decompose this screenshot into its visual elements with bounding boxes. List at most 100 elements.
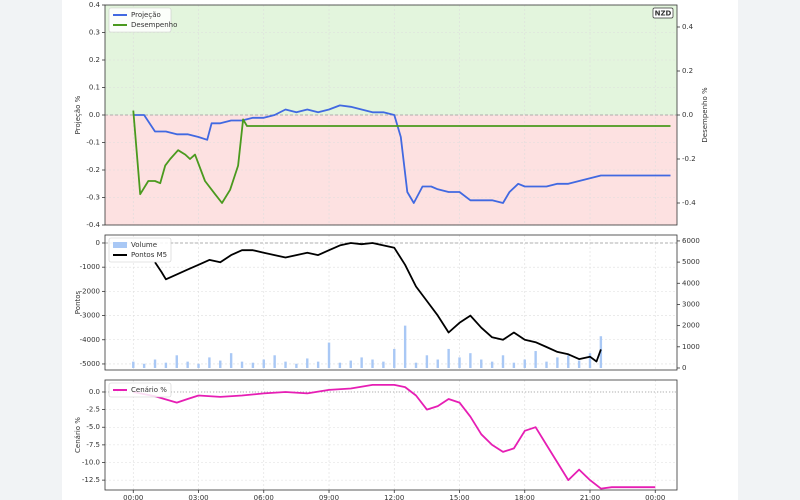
y-tick-label: -10.0 [82, 459, 100, 467]
y-tick-label: -1000 [80, 263, 100, 271]
y-tick-label: 0.0 [89, 388, 100, 396]
volume-bar [414, 362, 418, 368]
volume-bar [360, 357, 363, 368]
volume-bar [490, 361, 494, 368]
y-tick-label: -4000 [80, 336, 100, 344]
volume-bar [164, 362, 168, 368]
axes-frame [104, 234, 678, 371]
volume-bar [208, 357, 211, 368]
volume-bar [458, 357, 461, 368]
volume-bar [197, 363, 200, 368]
volume-bar [425, 355, 429, 368]
volume-bar [577, 360, 581, 368]
x-tick-label: 15:00 [449, 494, 469, 500]
volume-bar [273, 355, 276, 368]
series-line [133, 384, 656, 490]
y-tick-label: -0.3 [86, 194, 100, 202]
legend-label: Desempenho [131, 21, 177, 29]
x-tick-label: 03:00 [188, 494, 208, 500]
volume-bar [436, 359, 439, 368]
y2-tick-label: -0.2 [682, 155, 696, 163]
y-tick-label: 0.0 [89, 111, 100, 119]
y-axis-label: Pontos [74, 290, 82, 314]
volume-bar [599, 336, 603, 368]
y2-tick-label: 5000 [682, 258, 700, 266]
y2-tick-label: 0.2 [682, 67, 693, 75]
y-tick-label: 0 [96, 239, 100, 247]
y-tick-label: -0.2 [86, 166, 100, 174]
y2-tick-label: 6000 [682, 237, 700, 245]
y-tick-label: -2000 [80, 287, 100, 295]
volume-bar [295, 363, 298, 368]
volume-bar [480, 359, 483, 368]
y-tick-label: 0.1 [89, 84, 100, 92]
x-tick-label: 18:00 [515, 494, 535, 500]
y-tick-label: -5.0 [86, 423, 100, 431]
volume-bar [132, 361, 135, 368]
x-tick-label: 06:00 [254, 494, 274, 500]
legend-label: Cenário % [131, 386, 167, 394]
x-tick-label: 09:00 [319, 494, 339, 500]
volume-bar [175, 355, 178, 368]
volume-bar [186, 361, 189, 368]
volume-bar [338, 362, 342, 368]
y-tick-label: -2.5 [86, 406, 100, 414]
y2-tick-label: 0.0 [682, 111, 693, 119]
volume-bar [240, 361, 244, 368]
volume-bar [469, 353, 472, 368]
volume-bar [588, 353, 592, 368]
legend-box [108, 382, 172, 398]
volume-bar [512, 362, 516, 368]
annotation-box [652, 7, 674, 19]
y2-tick-label: 2000 [682, 322, 700, 330]
x-tick-label: 00:00 [645, 494, 665, 500]
volume-bar [327, 342, 331, 368]
axes-frame [104, 379, 678, 491]
y2-tick-label: 1000 [682, 343, 700, 351]
series-line [132, 110, 671, 204]
volume-bar [349, 360, 352, 368]
y-tick-label: 0.4 [89, 1, 101, 9]
volume-bar [262, 359, 265, 368]
legend-label: Projeção [131, 11, 161, 19]
y2-axis-label: Desempenho % [701, 87, 709, 143]
legend-swatch [113, 242, 127, 248]
volume-bar [556, 357, 559, 368]
annotation: NZD [655, 10, 672, 18]
y2-tick-label: 4000 [682, 279, 700, 287]
legend-label: Pontos M5 [131, 251, 167, 259]
volume-bar [153, 359, 157, 368]
y-tick-label: -0.4 [86, 221, 100, 229]
volume-bar [284, 361, 287, 368]
y-tick-label: -5000 [80, 360, 100, 368]
volume-bar [371, 359, 374, 368]
y-tick-label: -3000 [80, 312, 100, 320]
volume-bar [567, 355, 570, 368]
volume-bar [219, 360, 222, 368]
y2-tick-label: 0.4 [682, 23, 694, 31]
volume-bar [393, 348, 396, 368]
series-line [154, 242, 602, 363]
volume-bar [523, 359, 526, 368]
volume-bar [382, 361, 385, 368]
y2-tick-label: -0.4 [682, 199, 696, 207]
y2-tick-label: 3000 [682, 300, 700, 308]
x-tick-label: 21:00 [580, 494, 600, 500]
y-tick-label: -7.5 [86, 441, 100, 449]
x-tick-label: 00:00 [123, 494, 143, 500]
y-tick-label: -12.5 [82, 476, 100, 484]
volume-bar [229, 353, 233, 368]
y-axis-label: Projeção % [74, 95, 82, 134]
volume-bar [306, 358, 309, 368]
volume-bar [403, 325, 407, 368]
volume-bar [447, 348, 450, 368]
y-axis-label: Cenário % [74, 417, 82, 453]
volume-bar [501, 355, 505, 368]
volume-bar [316, 361, 320, 368]
y-tick-label: -0.1 [86, 139, 100, 147]
y-tick-label: 0.3 [89, 29, 100, 37]
legend-label: Volume [131, 241, 157, 249]
y2-tick-label: 0 [682, 364, 686, 372]
x-tick-label: 12:00 [384, 494, 404, 500]
